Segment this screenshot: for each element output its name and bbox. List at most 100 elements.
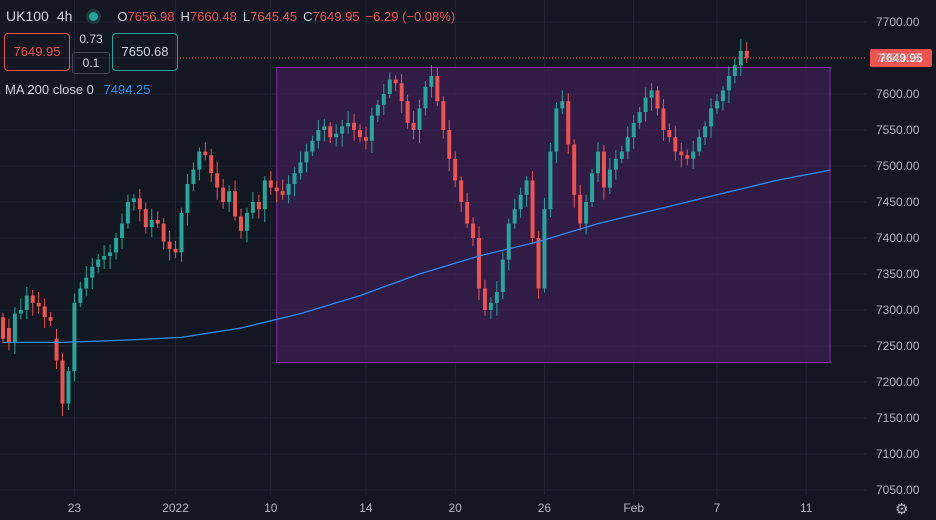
candle (536, 238, 541, 289)
y-tick-label: 7500.00 (876, 159, 920, 173)
y-tick-label: 7450.00 (876, 195, 920, 209)
candle (411, 122, 416, 130)
candle (387, 79, 392, 94)
candle (197, 151, 202, 170)
candle (18, 310, 23, 314)
candle (363, 137, 368, 141)
candle (120, 223, 124, 238)
x-tick-label: Feb (623, 501, 645, 515)
candle (441, 101, 446, 130)
candle (607, 169, 612, 188)
candle (679, 151, 684, 156)
candle (90, 266, 95, 278)
y-tick-label: 7250.00 (876, 339, 920, 353)
y-tick-label: 7650.00 (876, 51, 920, 65)
y-tick-label: 7700.00 (876, 15, 920, 29)
candle (161, 223, 166, 242)
candle (506, 223, 511, 260)
y-tick-label: 7050.00 (876, 483, 920, 497)
buy-button[interactable]: 7650.68 (112, 33, 178, 71)
market-status-icon (86, 8, 102, 24)
candle (596, 151, 600, 174)
candle (292, 173, 297, 184)
candle (655, 90, 660, 109)
y-tick-label: 7300.00 (876, 303, 920, 317)
candle (399, 83, 404, 102)
ma-legend[interactable]: MA 200 close 0 7494.25 (5, 82, 151, 97)
candle (72, 302, 77, 372)
candle (185, 184, 190, 213)
candle (530, 180, 535, 238)
candle (239, 216, 243, 231)
spread-top: 0.73 (79, 32, 103, 46)
candle (542, 209, 547, 289)
candle (173, 248, 178, 253)
candle (703, 126, 708, 138)
candle (298, 162, 303, 174)
x-tick-label: 20 (448, 501, 462, 515)
candle (393, 79, 398, 84)
x-tick-label: 2022 (162, 501, 189, 515)
candle (488, 302, 493, 310)
candle (30, 295, 35, 303)
candle (346, 122, 351, 127)
candle (566, 101, 571, 145)
candle (114, 238, 119, 253)
candle (465, 202, 470, 224)
candle (316, 130, 321, 141)
candle (375, 104, 380, 116)
candle (661, 108, 666, 130)
quantity-field[interactable]: 0.1 (72, 52, 110, 74)
sell-button[interactable]: 7649.95 (4, 33, 70, 71)
candle (215, 173, 220, 188)
candle (155, 220, 160, 224)
candle (715, 101, 719, 109)
candle (518, 194, 523, 210)
candle (738, 50, 743, 66)
candle (697, 137, 702, 152)
ohlc-low: L7645.45 (242, 8, 298, 24)
candle (340, 126, 345, 134)
candle (637, 112, 642, 123)
timeframe-label[interactable]: 4h (56, 8, 73, 24)
candle (6, 328, 11, 343)
candle (691, 151, 696, 159)
candle (131, 198, 136, 202)
candle (435, 76, 440, 102)
candle (42, 306, 47, 318)
candle (149, 220, 154, 228)
candle (191, 169, 196, 184)
candle (471, 223, 476, 238)
candle (512, 209, 517, 224)
legend-header: UK100 4h O7656.98 H7660.48 L7645.45 C764… (6, 8, 455, 24)
candle (137, 198, 142, 210)
candle (482, 288, 487, 310)
y-tick-label: 7150.00 (876, 411, 920, 425)
ohlc-close: C7649.95 (303, 8, 360, 24)
candle (48, 317, 53, 321)
candle (24, 295, 29, 310)
candle (685, 155, 690, 159)
candle (280, 191, 285, 195)
symbol-label[interactable]: UK100 (6, 8, 49, 24)
y-tick-label: 7100.00 (876, 447, 920, 461)
candle (643, 97, 648, 112)
candle (726, 76, 731, 91)
candle (1, 317, 5, 339)
candle (625, 137, 630, 152)
candle (256, 202, 261, 210)
x-tick-label: 11 (800, 501, 813, 515)
ohlc-open: O7656.98 (117, 8, 175, 24)
candle (322, 126, 327, 130)
candle (167, 241, 172, 249)
candle (60, 360, 65, 404)
candle (619, 151, 624, 159)
candle (720, 90, 725, 102)
candle (334, 133, 339, 138)
ma-label: MA 200 close 0 (5, 82, 94, 97)
candle (524, 180, 529, 195)
settings-gear-icon[interactable]: ⚙ (895, 501, 909, 518)
candle (494, 292, 499, 303)
last-price-badge: 7649.95 (870, 49, 932, 68)
